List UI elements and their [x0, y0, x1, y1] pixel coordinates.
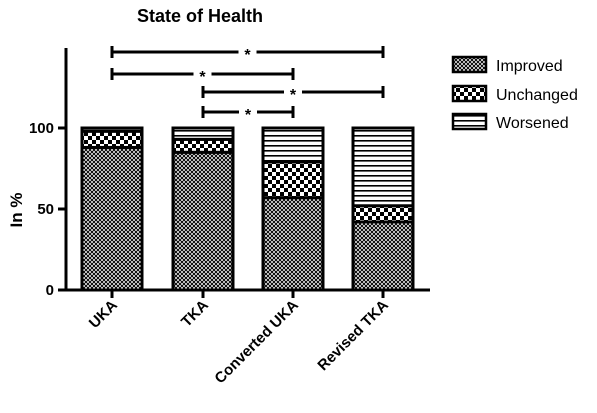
bar-segment-3-2: [351, 126, 415, 208]
y-axis-title: In %: [7, 193, 26, 228]
bar-segment-2-1: [261, 160, 325, 200]
significance-label-0: *: [244, 47, 251, 64]
legend-label-0: Improved: [496, 58, 563, 75]
y-tick-label-0: 0: [46, 282, 54, 299]
y-tick-label-100: 100: [29, 120, 54, 137]
bar-segment-3-1: [351, 204, 415, 224]
x-tick-label-1: TKA: [178, 297, 212, 331]
bar-segment-0-0: [80, 145, 144, 292]
x-tick-label-0: UKA: [86, 297, 121, 332]
chart-title: State of Health: [137, 6, 263, 26]
x-tick-label-2: Converted UKA: [211, 297, 302, 388]
legend-label-1: Unchanged: [496, 87, 578, 104]
bar-segment-1-2: [171, 126, 235, 141]
significance-label-2: *: [290, 87, 297, 104]
bar-segment-1-1: [171, 137, 235, 154]
significance-brackets: * * * *: [110, 46, 385, 124]
bars: [80, 126, 415, 292]
significance-label-1: *: [199, 69, 206, 86]
legend-swatch-0: [451, 55, 488, 74]
bar-segment-2-2: [261, 126, 325, 164]
legend-swatch-1: [451, 84, 488, 103]
bar-segment-0-2: [80, 126, 144, 133]
x-axis: UKA TKA Converted UKA Revised TKA: [64, 288, 430, 388]
legend: Improved Unchanged Worsened: [451, 55, 578, 132]
bar-segment-3-0: [351, 220, 415, 292]
bar-segment-0-1: [80, 129, 144, 149]
bar-segment-2-0: [261, 196, 325, 292]
y-axis: 0 50 100: [29, 48, 68, 299]
bar-segment-1-0: [171, 150, 235, 292]
legend-swatch-2: [451, 112, 488, 131]
significance-label-3: *: [245, 107, 252, 124]
legend-label-2: Worsened: [496, 115, 569, 132]
y-tick-label-50: 50: [37, 201, 54, 218]
x-tick-label-3: Revised TKA: [314, 297, 392, 375]
